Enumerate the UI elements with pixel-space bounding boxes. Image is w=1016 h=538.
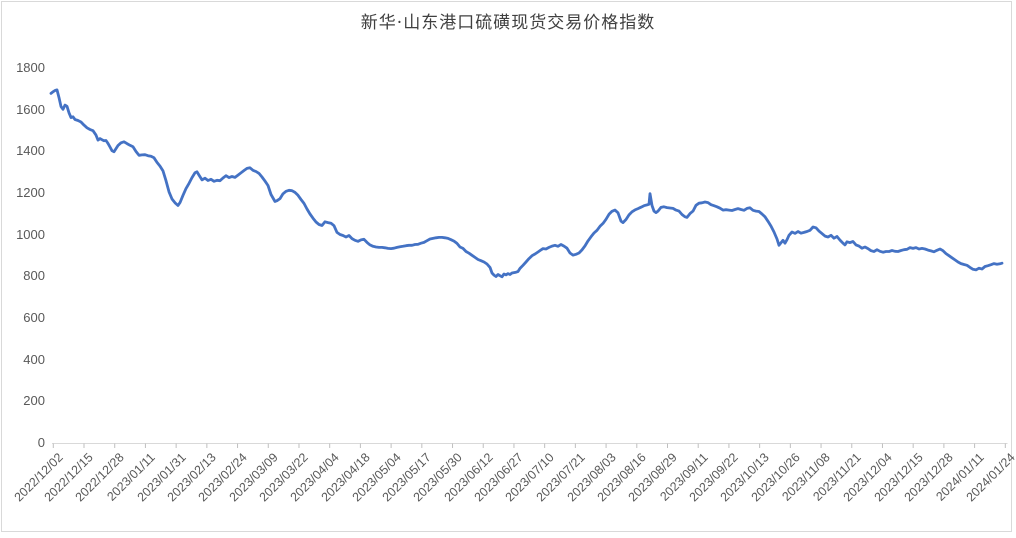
series-line	[49, 88, 1004, 279]
y-axis-label: 1200	[16, 185, 45, 200]
y-axis-label: 200	[23, 393, 45, 409]
y-axis-label: 0	[37, 435, 45, 450]
y-axis-label: 600	[23, 310, 45, 325]
y-axis-label: 1000	[16, 226, 45, 242]
y-axis-label: 1800	[16, 60, 45, 75]
chart-title: 新华·山东港口硫磺现货交易价格指数	[360, 13, 656, 33]
y-axis-label: 1600	[16, 101, 45, 117]
y-axis-label: 1400	[16, 143, 45, 159]
y-axis-label: 400	[23, 351, 45, 367]
y-axis-label: 800	[23, 268, 45, 284]
